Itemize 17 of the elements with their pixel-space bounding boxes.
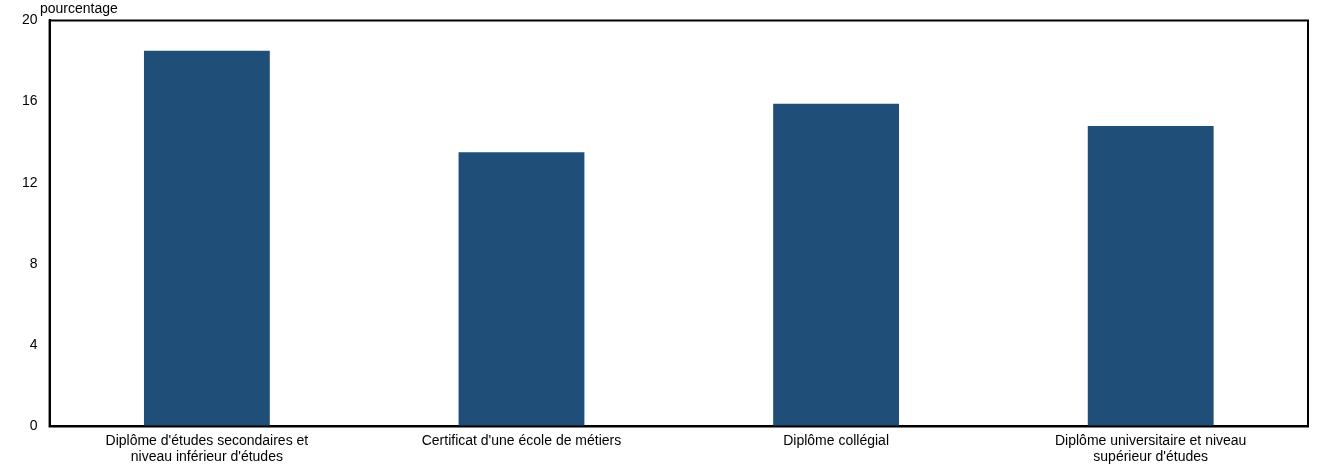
y-axis-title: pourcentage	[40, 0, 118, 16]
bar	[458, 152, 585, 427]
category-label: Diplôme universitaire et niveau	[1054, 431, 1247, 448]
y-tick-label: 16	[21, 92, 38, 109]
bar	[1087, 125, 1214, 427]
category-label: niveau inférieur d'études	[130, 448, 283, 465]
bar	[143, 50, 270, 427]
category-label: supérieur d'études	[1093, 448, 1209, 465]
x-tick-label: Certificat d'une école de métiers	[421, 431, 622, 448]
x-tick-label: Diplôme collégial	[783, 431, 889, 448]
category-label: Diplôme d'études secondaires et	[105, 431, 309, 448]
y-tick-label: 12	[21, 173, 38, 190]
bar	[773, 103, 900, 427]
y-tick-label: 20	[21, 11, 38, 28]
y-tick-label: 0	[29, 417, 38, 434]
y-tick-label: 8	[29, 254, 38, 271]
y-tick-label: 4	[29, 336, 38, 353]
